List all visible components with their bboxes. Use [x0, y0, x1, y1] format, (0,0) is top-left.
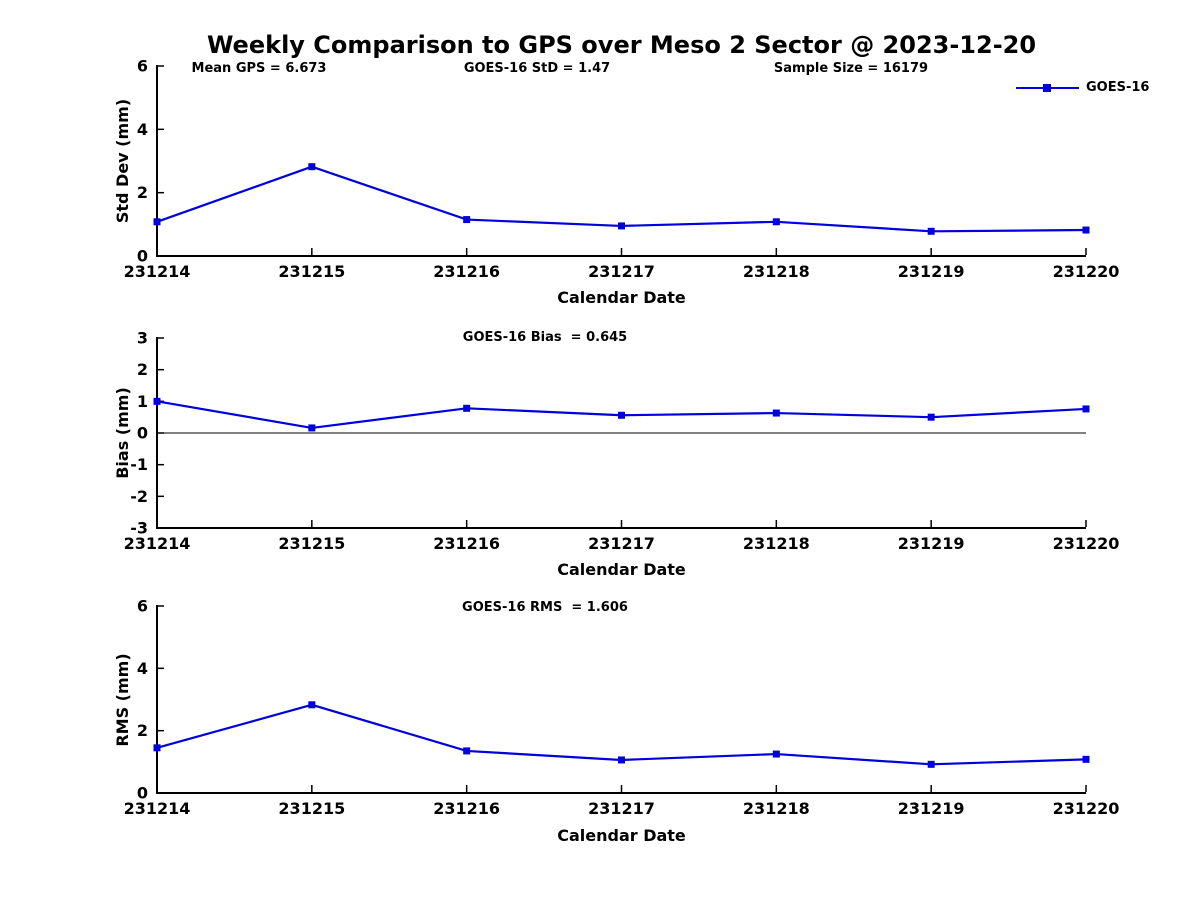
x-tick-label: 231217 [588, 262, 655, 281]
y-tick-label: -2 [130, 487, 148, 506]
y-tick-label: 0 [137, 424, 148, 443]
x-tick-label: 231217 [588, 799, 655, 818]
data-point-marker [463, 747, 471, 755]
y-tick-label: 2 [137, 360, 148, 379]
data-point-marker [153, 218, 161, 226]
x-tick-label: 231220 [1053, 262, 1120, 281]
x-axis-label-3: Calendar Date [557, 826, 686, 845]
annotation-sample-size: Sample Size = 16179 [773, 61, 929, 76]
data-point-marker [1082, 405, 1090, 413]
x-axis-label-1: Calendar Date [557, 288, 686, 307]
x-tick-label: 231218 [743, 799, 810, 818]
data-point-marker [308, 163, 316, 171]
legend: GOES-16 [1016, 80, 1149, 95]
y-tick-label: 0 [137, 247, 148, 266]
x-tick-label: 231220 [1053, 534, 1120, 553]
data-point-marker [772, 750, 780, 758]
x-tick-label: 231218 [743, 534, 810, 553]
x-tick-label: 231216 [433, 534, 500, 553]
data-point-marker [772, 409, 780, 417]
data-point-marker [308, 701, 316, 709]
data-point-marker [772, 218, 780, 226]
y-tick-label: 0 [137, 784, 148, 803]
data-point-marker [618, 222, 625, 230]
y-tick-label: -1 [130, 455, 148, 474]
data-point-marker [618, 756, 625, 764]
subplot-3: 0 2 4 6 231214 231215 231216 231217 231218 231219… [124, 597, 1120, 819]
data-point-marker [308, 424, 316, 432]
y-tick-label: 4 [137, 120, 148, 139]
x-tick-label: 231215 [278, 799, 345, 818]
data-point-marker [1082, 755, 1090, 763]
subplot-1: 0 2 4 6 231214 231215 231216 231217 231218 231219… [124, 57, 1120, 282]
data-point-marker [618, 411, 625, 419]
x-tick-label: 231220 [1053, 799, 1120, 818]
data-point-marker [927, 227, 935, 235]
legend-line-sample-icon [1016, 83, 1079, 92]
y-tick-label: 2 [137, 721, 148, 740]
goes16-line [156, 703, 1087, 766]
data-point-marker [927, 760, 935, 768]
x-tick-label: 231214 [124, 534, 191, 553]
y-tick-label: 6 [137, 57, 148, 76]
x-tick-label: 231215 [278, 534, 345, 553]
data-point-marker [153, 397, 161, 405]
y-tick-label: 6 [137, 597, 148, 616]
annotation-mean-gps: Mean GPS = 6.673 [191, 61, 327, 76]
x-tick-label: 231215 [278, 262, 345, 281]
legend-label: GOES-16 [1086, 80, 1150, 95]
data-point-marker [463, 216, 471, 224]
x-tick-label: 231218 [743, 262, 810, 281]
y-tick-label: 3 [137, 329, 148, 348]
chart-title: Weekly Comparison to GPS over Meso 2 Sec… [206, 31, 1037, 59]
y-tick-label: 1 [137, 392, 148, 411]
data-point-marker [1082, 226, 1090, 234]
annotation-goes16-std: GOES-16 StD = 1.47 [463, 61, 611, 76]
annotation-goes16-rms: GOES-16 RMS = 1.606 [462, 600, 628, 615]
x-tick-label: 231214 [124, 799, 191, 818]
x-tick-label: 231219 [898, 262, 965, 281]
x-axis-label-2: Calendar Date [557, 560, 686, 579]
data-point-marker [463, 404, 471, 412]
legend-square-marker-icon [1043, 83, 1051, 92]
x-tick-label: 231216 [433, 262, 500, 281]
y-tick-label: -3 [130, 519, 148, 538]
y-tick-label: 2 [137, 183, 148, 202]
data-point-marker [153, 744, 161, 752]
x-tick-label: 231217 [588, 534, 655, 553]
data-point-marker [927, 413, 935, 421]
x-tick-label: 231216 [433, 799, 500, 818]
goes16-line [156, 165, 1087, 233]
y-tick-label: 4 [137, 659, 148, 678]
x-tick-label: 231214 [124, 262, 191, 281]
x-tick-label: 231219 [898, 534, 965, 553]
annotation-goes16-bias: GOES-16 Bias = 0.645 [462, 330, 628, 345]
x-tick-label: 231219 [898, 799, 965, 818]
